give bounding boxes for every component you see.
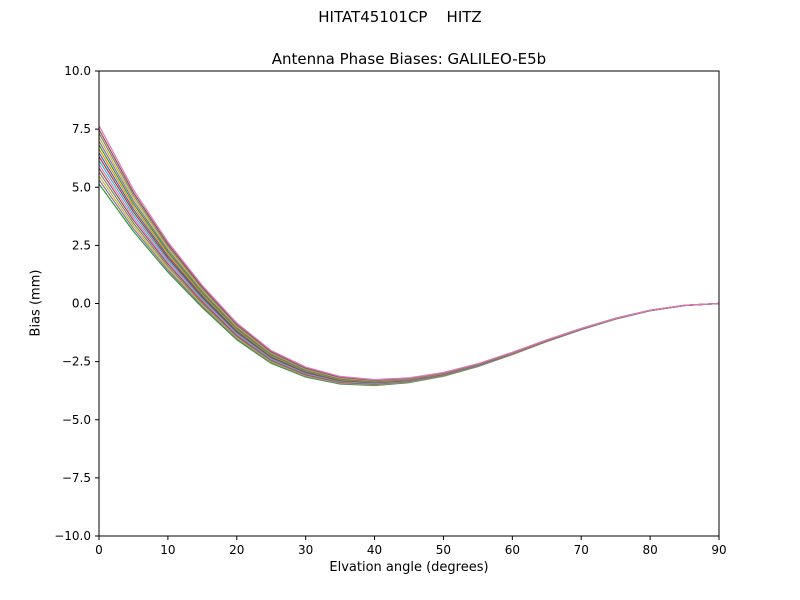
y-tick-label: 5.0 — [72, 180, 91, 194]
x-tick-label: 30 — [298, 543, 313, 557]
y-tick-label: 0.0 — [72, 297, 91, 311]
x-tick-label: 90 — [711, 543, 726, 557]
x-axis-label: Elvation angle (degrees) — [329, 560, 489, 575]
y-tick-label: −7.5 — [62, 471, 91, 485]
x-tick-label: 20 — [229, 543, 244, 557]
y-tick-label: 2.5 — [72, 238, 91, 252]
x-tick-label: 40 — [367, 543, 382, 557]
series-line-s12 — [99, 140, 719, 382]
y-tick-label: 10.0 — [64, 64, 91, 78]
y-tick-label: −10.0 — [54, 529, 91, 543]
series-line-s09 — [99, 152, 719, 384]
axes-frame — [98, 70, 720, 537]
x-tick-label: 60 — [505, 543, 520, 557]
y-tick-label: −2.5 — [62, 355, 91, 369]
x-tick-label: 80 — [642, 543, 657, 557]
x-tick-label: 0 — [95, 543, 103, 557]
series-line-s16 — [99, 125, 719, 381]
x-tick-label: 70 — [574, 543, 589, 557]
x-tick-label: 50 — [436, 543, 451, 557]
y-tick-label: −5.0 — [62, 413, 91, 427]
series-line-s08 — [99, 156, 719, 384]
y-tick-label: 7.5 — [72, 122, 91, 136]
figure-suptitle: HITAT45101CP HITZ — [318, 8, 482, 26]
x-tick-label: 10 — [160, 543, 175, 557]
series-line-s14 — [99, 133, 719, 382]
series-line-s11 — [99, 144, 719, 383]
chart-title: Antenna Phase Biases: GALILEO-E5b — [271, 50, 547, 68]
series-line-s13 — [99, 137, 719, 382]
series-line-s10 — [99, 148, 719, 383]
series-line-s15 — [99, 129, 719, 381]
